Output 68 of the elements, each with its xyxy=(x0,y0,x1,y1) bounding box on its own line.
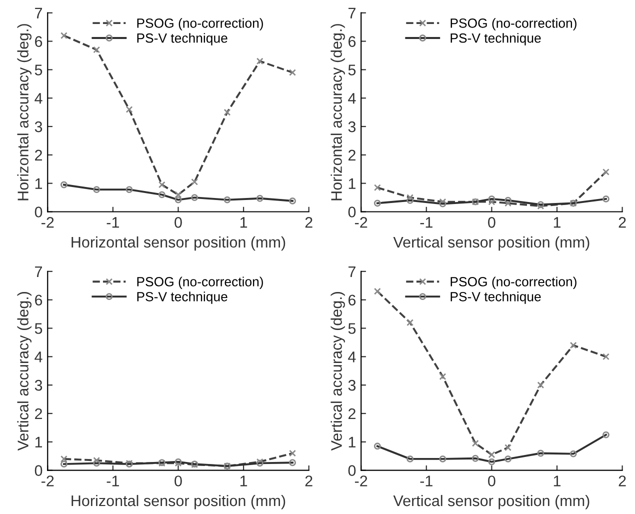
x-tick-label: 1 xyxy=(240,476,248,486)
x-tick-label: 2 xyxy=(618,476,626,486)
y-tick-label: 5 xyxy=(34,64,42,76)
y-tick-label: 0 xyxy=(348,465,356,476)
y-tick-label: 3 xyxy=(34,380,42,391)
legend-label: PSOG (no-correction) xyxy=(137,18,263,30)
x-tick-label: 0 xyxy=(174,476,182,486)
y-tick-label: 6 xyxy=(348,36,356,47)
x-tick-label: -2 xyxy=(42,217,54,228)
y-tick-label: 6 xyxy=(35,36,42,47)
y-tick-label: 3 xyxy=(348,121,356,132)
x-tick-label: -1 xyxy=(106,476,119,486)
y-tick-label: 4 xyxy=(34,93,42,104)
legend-label: PS-V technique xyxy=(137,33,228,46)
y-tick-label: 2 xyxy=(35,408,42,420)
y-tick-label: 1 xyxy=(35,178,42,189)
y-tick-label: 0 xyxy=(34,465,42,476)
y-axis-title: Vertical accuracy (deg.) xyxy=(17,292,32,451)
x-axis-title: Vertical sensor position (mm) xyxy=(393,494,590,510)
y-tick-label: 5 xyxy=(34,323,42,334)
x-axis-title: Vertical sensor position (mm) xyxy=(393,236,590,251)
y-tick-label: 7 xyxy=(35,266,42,277)
legend-label: PSOG (no-correction) xyxy=(137,276,263,289)
y-tick-label: 4 xyxy=(348,352,356,362)
x-tick-label: 0 xyxy=(174,217,182,228)
y-tick-label: 6 xyxy=(35,294,42,306)
y-axis-title: Vertical accuracy (deg.) xyxy=(330,292,345,451)
x-tick-label: -2 xyxy=(354,217,368,228)
x-tick-label: -2 xyxy=(354,476,368,486)
x-tick-label: 0 xyxy=(488,217,496,228)
x-tick-label: 0 xyxy=(488,476,496,486)
legend-label: PSOG (no-correction) xyxy=(450,18,576,30)
y-tick-label: 7 xyxy=(348,8,356,18)
y-tick-label: 0 xyxy=(34,206,42,218)
x-tick-label: -1 xyxy=(420,476,432,486)
x-tick-label: 2 xyxy=(305,476,312,486)
y-tick-label: 2 xyxy=(348,408,356,420)
y-tick-label: 3 xyxy=(348,380,356,391)
x-tick-label: -2 xyxy=(42,476,54,486)
x-tick-label: -1 xyxy=(106,217,119,228)
y-tick-label: 3 xyxy=(34,121,42,132)
x-axis-title: Horizontal sensor position (mm) xyxy=(72,236,286,251)
x-tick-label: 2 xyxy=(305,217,312,228)
y-tick-label: 6 xyxy=(348,294,356,306)
y-axis-title: Horizontal accuracy (deg.) xyxy=(330,24,345,200)
y-tick-label: 2 xyxy=(348,150,356,160)
y-tick-label: 2 xyxy=(35,150,42,160)
legend-label: PS-V technique xyxy=(137,292,228,304)
x-tick-label: 1 xyxy=(554,217,560,228)
y-tick-label: 5 xyxy=(348,64,356,76)
x-tick-label: 1 xyxy=(240,217,248,228)
y-tick-label: 1 xyxy=(348,178,356,189)
legend-label: PSOG (no-correction) xyxy=(450,276,576,289)
y-tick-label: 0 xyxy=(348,206,356,218)
legend-label: PS-V technique xyxy=(450,292,541,304)
x-tick-label: -1 xyxy=(420,217,432,228)
y-tick-label: 4 xyxy=(34,352,42,362)
x-tick-label: 1 xyxy=(554,476,560,486)
y-tick-label: 7 xyxy=(35,8,42,18)
y-tick-label: 1 xyxy=(35,436,42,448)
y-tick-label: 4 xyxy=(348,93,356,104)
legend-label: PS-V technique xyxy=(450,33,541,46)
y-axis-title: Horizontal accuracy (deg.) xyxy=(17,24,32,200)
x-tick-label: 2 xyxy=(618,217,626,228)
x-axis-title: Horizontal sensor position (mm) xyxy=(72,494,286,510)
y-tick-label: 7 xyxy=(348,266,356,277)
y-tick-label: 5 xyxy=(348,323,356,334)
y-tick-label: 1 xyxy=(348,436,356,448)
